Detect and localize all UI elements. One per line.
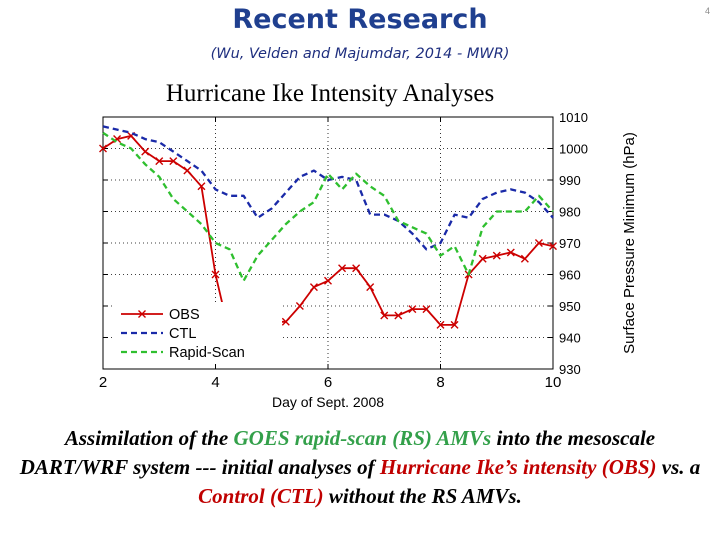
slide-title: Recent Research (232, 4, 488, 35)
chart-title: Hurricane Ike Intensity Analyses (165, 80, 495, 107)
caption-text: Assimilation of the (64, 426, 234, 450)
y-tick-label: 960 (559, 268, 581, 283)
data-point (478, 254, 487, 263)
legend-label: OBS (169, 307, 200, 323)
x-tick-label: 2 (99, 374, 107, 391)
y-tick-label: 990 (559, 173, 581, 188)
slide-caption: Assimilation of the GOES rapid-scan (RS)… (8, 424, 712, 511)
caption-text: without the RS AMVs. (323, 484, 522, 508)
data-point (394, 311, 403, 320)
page-number: 4 (704, 6, 710, 16)
y-tick-label: 940 (559, 331, 581, 346)
x-tick-label: 6 (324, 374, 332, 391)
data-point (309, 283, 318, 292)
legend: OBS CTL Rapid-Scan (114, 302, 282, 362)
caption-text: into the mesoscale DART/WRF system --- i… (19, 426, 656, 479)
data-point (197, 182, 206, 191)
y-tick-label: 950 (559, 299, 581, 314)
data-point (380, 311, 389, 320)
data-point (352, 264, 361, 273)
data-point (169, 157, 178, 166)
data-point (492, 251, 501, 260)
x-tick-label: 8 (436, 374, 444, 391)
y-tick-label: 980 (559, 205, 581, 220)
data-point (324, 276, 332, 285)
data-point (295, 302, 304, 310)
x-axis-label: Day of Sept. 2008 (272, 394, 384, 410)
citation: (Wu, Velden and Majumdar, 2014 - MWR) (210, 46, 510, 62)
caption-highlight-ike-intensity: Hurricane Ike’s intensity (379, 455, 597, 479)
data-point (408, 305, 417, 314)
data-point (534, 239, 543, 247)
data-point (183, 166, 192, 175)
caption-highlight-obs: (OBS) (601, 455, 657, 479)
data-point (366, 283, 375, 292)
series-line-ctl (102, 125, 554, 251)
legend-marker (138, 310, 146, 318)
data-point (422, 305, 431, 314)
data-point (338, 264, 347, 273)
caption-text: vs. a (656, 455, 701, 479)
caption-highlight-ctl: Control (CTL) (198, 484, 324, 508)
data-point (99, 144, 107, 153)
y-axis-label: Surface Pressure Minimum (hPa) (621, 132, 638, 354)
data-point (436, 320, 445, 329)
data-point (450, 320, 459, 329)
data-point (141, 147, 150, 156)
data-point (549, 242, 557, 251)
x-tick-label: 10 (545, 374, 562, 391)
y-tick-label: 970 (559, 236, 581, 251)
data-point (211, 270, 220, 279)
data-point (520, 254, 529, 263)
caption-highlight-rs-amvs: GOES rapid-scan (RS) AMVs (233, 426, 492, 450)
y-tick-label: 1010 (559, 110, 588, 125)
y-tick-label: 1000 (559, 142, 588, 157)
y-tick-label: 930 (559, 362, 581, 377)
legend-label: CTL (169, 326, 196, 342)
series-line-rapid-scan (102, 131, 554, 282)
x-tick-label: 4 (211, 374, 219, 391)
data-point (155, 157, 164, 166)
data-point (281, 317, 290, 326)
legend-label: Rapid-Scan (169, 345, 245, 361)
data-point (506, 248, 515, 257)
